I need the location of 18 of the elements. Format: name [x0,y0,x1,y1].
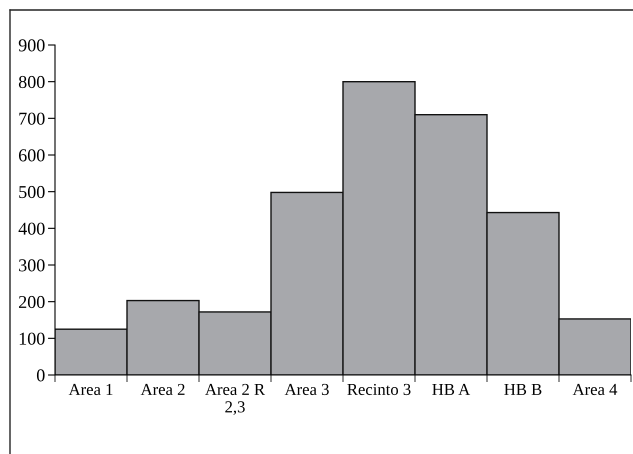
y-tick-label: 500 [19,186,45,198]
x-tick-label: Area 4 [572,384,618,396]
y-tick-label: 200 [18,296,45,308]
y-tick-label: 700 [19,112,45,125]
x-tick-label: Recinto 3 [347,384,411,396]
y-tick-label: 800 [18,76,45,88]
y-tick-label: 600 [18,149,45,162]
x-tick-label: HB A [432,384,470,395]
x-tick-label: Area 1 [68,384,112,396]
x-tick-label: Area 2 R 2,3 [205,384,266,415]
y-tick-label: 400 [18,222,45,235]
y-tick-label: 0 [36,369,45,382]
y-tick-label: 900 [18,39,45,52]
y-tick-label: 300 [19,259,45,272]
y-tick-label: 100 [20,332,45,345]
x-tick-label: Area 3 [284,384,329,396]
x-tick-label: Area 2 [140,384,185,396]
x-tick-label: HB B [504,384,542,395]
